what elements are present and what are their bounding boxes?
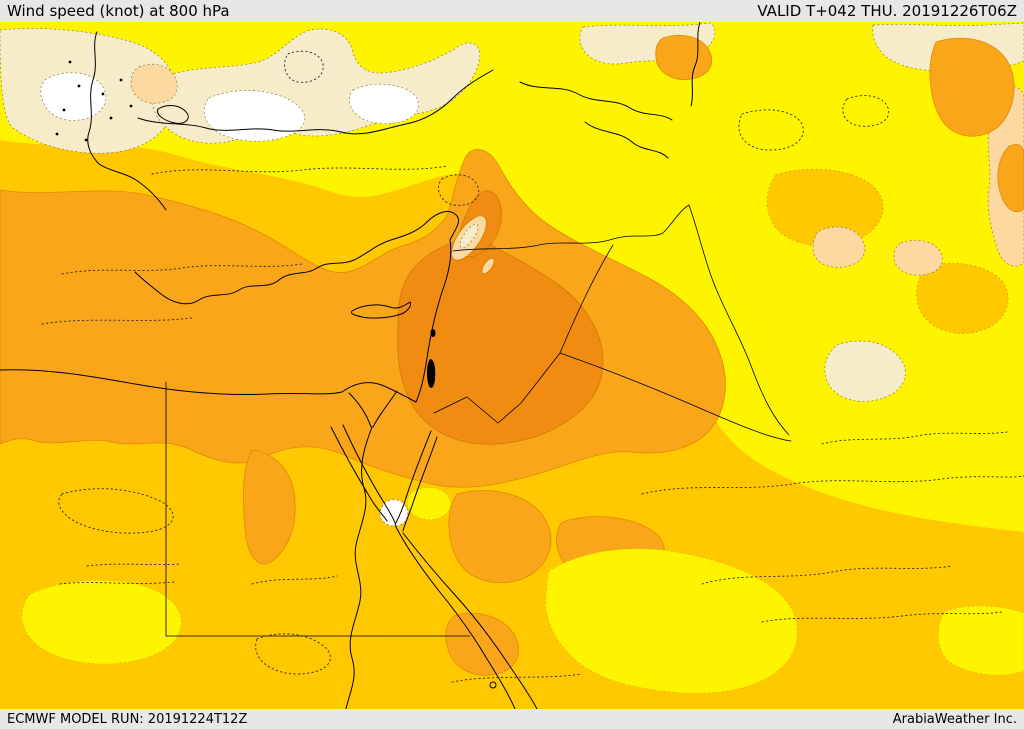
red-sea-island-outline [489, 681, 497, 689]
white-patch-black-sea-east [348, 83, 419, 125]
aegean-island [55, 132, 59, 136]
sea-of-galilee [430, 329, 436, 337]
wind-band-yellow-patches [21, 487, 1024, 694]
caspian-west-coastline [690, 22, 701, 107]
orange-blob [448, 490, 552, 584]
iraq-saudi-border [559, 352, 792, 442]
contour-line [761, 611, 1003, 623]
nile-delta-west-branch [348, 392, 372, 428]
gold-patch [916, 262, 1009, 334]
aegean-coastline [87, 31, 100, 165]
coastlines [0, 22, 701, 709]
aegean-coastline [98, 163, 167, 211]
cyprus-island-outline [351, 301, 411, 319]
wind-speed-map [0, 22, 1024, 709]
levant-coastline [415, 239, 452, 403]
contour-line [59, 581, 175, 585]
gulf-of-suez-west-coast [330, 426, 388, 522]
wind-band-gold-patches [766, 168, 1009, 334]
model-run-label: ECMWF MODEL RUN: 20191224T12Z [7, 711, 248, 727]
dead-sea [426, 359, 436, 388]
red-sea-east-coast [402, 532, 538, 709]
footer-bar: ECMWF MODEL RUN: 20191224T12Z ArabiaWeat… [0, 709, 1024, 729]
map-title: Wind speed (knot) at 800 hPa [7, 2, 230, 20]
orange-blob-right-edge [997, 144, 1024, 213]
contour-line [255, 633, 331, 675]
yellow-patch-bottom-left [21, 579, 182, 665]
syria-iraq-border [559, 244, 614, 354]
yellow-patch-bottom-right [937, 605, 1024, 676]
contour-line [641, 475, 1024, 495]
gulf-of-aqaba-east-coast [402, 436, 438, 532]
contour-line [61, 263, 303, 275]
gulf-of-aqaba-west-coast [394, 430, 432, 526]
contour-line [438, 174, 480, 206]
aegean-island [119, 78, 123, 82]
jordan-saudi-border [433, 352, 561, 424]
marmara-sea-outline [156, 105, 189, 124]
peach-patch [812, 226, 866, 268]
nile-river [345, 426, 373, 709]
gulf-of-suez-east-coast [342, 424, 396, 524]
contour-line [151, 165, 448, 175]
bullseye-secondary [481, 257, 495, 275]
contour-line [86, 563, 181, 567]
aegean-island [101, 92, 105, 96]
contour-line [738, 109, 804, 151]
nile-delta-east-branch [372, 390, 398, 428]
caucasus-border-line [584, 121, 669, 159]
peach-patch [130, 63, 178, 104]
contour-line [842, 95, 890, 127]
aegean-island [77, 84, 81, 88]
country-borders [165, 204, 792, 637]
aegean-island [109, 116, 113, 120]
turkey-syria-iraq-border [452, 204, 690, 252]
orange-blob-top-right [929, 37, 1015, 137]
aegean-island [129, 104, 133, 108]
yellow-patch-bottom-center [545, 548, 798, 694]
peach-patch [893, 239, 943, 276]
cream-region-mid-right [824, 340, 906, 402]
wind-minimum-bullseye [451, 215, 495, 275]
turkey-south-coastline [134, 211, 460, 305]
header-bar: Wind speed (knot) at 800 hPa VALID T+042… [0, 0, 1024, 22]
aegean-island [84, 138, 88, 142]
contour-line [821, 431, 1008, 445]
gold-patch [766, 168, 884, 247]
bullseye-inner [459, 223, 479, 249]
contour-line [451, 673, 583, 683]
iraq-iran-border [688, 204, 790, 436]
provider-credit: ArabiaWeather Inc. [892, 711, 1017, 727]
north-africa-coastline [0, 369, 417, 403]
caucasus-border-line [519, 81, 673, 121]
white-patch-black-sea-west [203, 90, 306, 142]
orange-suez-strip [243, 449, 296, 565]
dotted-contours [41, 50, 1024, 683]
wind-band-white [40, 72, 419, 527]
contour-line [284, 50, 324, 83]
valid-time-label: VALID T+042 THU. 20191226T06Z [757, 2, 1017, 20]
small-water-features [55, 60, 436, 388]
aegean-island [62, 108, 66, 112]
white-patch-gulf [379, 499, 409, 527]
aegean-island [68, 60, 72, 64]
black-sea-coastline [137, 69, 494, 135]
yellow-patch-sinai [406, 487, 451, 521]
contour-line [58, 488, 174, 534]
orange-blob [445, 612, 519, 676]
contour-line [251, 575, 338, 585]
red-sea-west-coast [394, 524, 516, 709]
contour-line [701, 565, 953, 585]
